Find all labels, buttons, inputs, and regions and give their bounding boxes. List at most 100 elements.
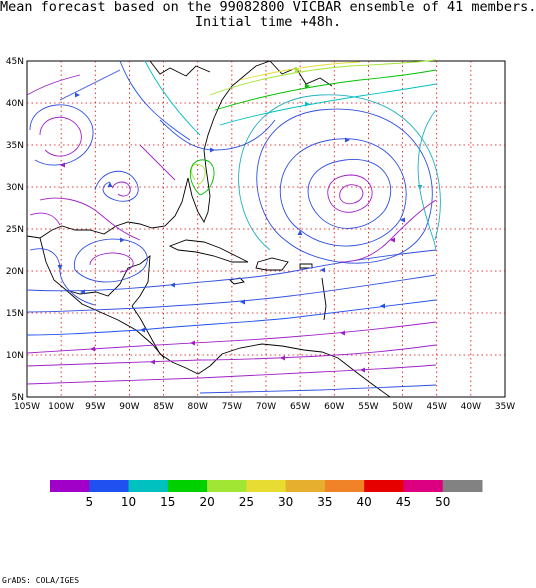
color-bar-segment <box>285 480 326 492</box>
streamline <box>238 94 441 251</box>
color-bar-segment <box>167 480 208 492</box>
color-bar-label: 20 <box>199 495 214 509</box>
color-bar-segment <box>403 480 444 492</box>
flow-arrowhead <box>170 282 175 288</box>
streamline <box>26 74 81 96</box>
streamline <box>144 60 201 136</box>
lon-label: 70W <box>256 402 276 412</box>
lon-label: 65W <box>290 402 310 412</box>
flow-arrowhead <box>305 83 310 89</box>
streamline <box>26 344 437 367</box>
lat-label: 25N <box>6 225 24 235</box>
streamline <box>119 60 191 141</box>
color-bar-segment <box>324 480 365 492</box>
lat-label: 30N <box>6 183 24 193</box>
lon-label: 95W <box>85 402 105 412</box>
streamline <box>26 299 437 336</box>
color-bar-segment <box>89 480 130 492</box>
flow-arrowhead <box>75 92 80 98</box>
flow-arrowhead <box>210 147 215 153</box>
flow-arrowhead <box>57 265 63 270</box>
color-bar-label: 35 <box>317 495 332 509</box>
flow-arrowhead <box>417 185 423 190</box>
streamline <box>339 184 364 205</box>
lon-label: 55W <box>358 402 378 412</box>
streamline <box>26 321 437 354</box>
streamline <box>89 252 134 273</box>
color-bar-label: 5 <box>85 495 93 509</box>
lon-label: 105W <box>14 402 40 412</box>
lon-label: 90W <box>119 402 139 412</box>
streamline <box>190 159 215 196</box>
streamline <box>26 364 437 385</box>
flow-arrowhead <box>305 101 310 107</box>
color-bar-label: 30 <box>278 495 293 509</box>
lon-label: 85W <box>153 402 173 412</box>
flow-arrows <box>57 67 423 373</box>
color-bar-label: 45 <box>396 495 411 509</box>
color-bar-segment <box>442 480 483 492</box>
flow-arrowhead <box>297 230 303 235</box>
flow-arrowhead <box>140 327 145 333</box>
flow-arrowhead <box>340 330 345 336</box>
lat-label: 45N <box>6 57 24 67</box>
streamline <box>39 197 141 241</box>
flow-arrowhead <box>150 359 155 365</box>
color-bar-label: 15 <box>160 495 175 509</box>
streamline <box>307 159 392 229</box>
color-bar-segment <box>364 480 404 492</box>
color-bar-label: 50 <box>435 495 450 509</box>
lat-label: 35N <box>6 141 24 151</box>
streamline <box>29 104 94 166</box>
color-bar-segment <box>207 480 247 492</box>
flow-arrowhead <box>120 237 125 243</box>
lat-label: 40N <box>6 99 24 109</box>
lat-label: 10N <box>6 351 24 361</box>
lon-label: 80W <box>188 402 208 412</box>
color-bar-segment <box>50 480 90 492</box>
grads-footer: GrADS: COLA/IGES <box>2 576 80 585</box>
flow-arrowhead <box>80 289 85 295</box>
map-title: Mean forecast based on the 99082800 VICB… <box>0 0 536 15</box>
color-bar-label: 40 <box>357 495 372 509</box>
streamline <box>39 116 82 157</box>
flow-arrowhead <box>390 237 395 243</box>
lat-lon-grid <box>27 61 505 397</box>
color-bar-segment <box>128 480 169 492</box>
streamline <box>256 108 433 264</box>
flow-arrowhead <box>280 355 285 361</box>
flow-arrowhead <box>345 137 350 143</box>
streamline <box>239 61 361 81</box>
color-bar-labels: 5 10 15 20 25 30 35 40 45 50 <box>85 495 450 509</box>
lon-label: 100W <box>48 402 74 412</box>
color-bar-label: 10 <box>121 495 136 509</box>
lon-label: 50W <box>392 402 412 412</box>
flow-arrowhead <box>400 217 405 223</box>
flow-arrowhead <box>320 267 325 273</box>
lat-label: 20N <box>6 267 24 277</box>
streamline <box>279 138 407 247</box>
streamline <box>111 181 131 197</box>
color-bar <box>50 480 483 492</box>
color-bar-label: 25 <box>239 495 254 509</box>
flow-arrowhead <box>107 182 113 187</box>
streamline <box>190 163 206 186</box>
lat-label: 15N <box>6 309 24 319</box>
streamline <box>219 83 437 126</box>
coastlines <box>26 60 391 398</box>
color-bar-segment <box>246 480 287 492</box>
flow-arrowhead <box>60 162 65 168</box>
streamline <box>139 144 176 181</box>
streamline <box>94 170 139 202</box>
longitude-labels: 105W 100W 95W 90W 85W 80W 75W 70W 65W 60W 55W 50W 45… <box>14 402 515 412</box>
streamline <box>199 384 437 394</box>
streamline <box>26 249 437 292</box>
flow-arrowhead <box>190 340 195 346</box>
flow-arrowhead <box>90 346 95 352</box>
lat-label: 5N <box>12 393 24 403</box>
lon-label: 35W <box>495 402 515 412</box>
flow-arrowhead <box>380 303 385 309</box>
map-subtitle: Initial time +48h. <box>194 14 342 30</box>
streamline <box>59 69 121 101</box>
